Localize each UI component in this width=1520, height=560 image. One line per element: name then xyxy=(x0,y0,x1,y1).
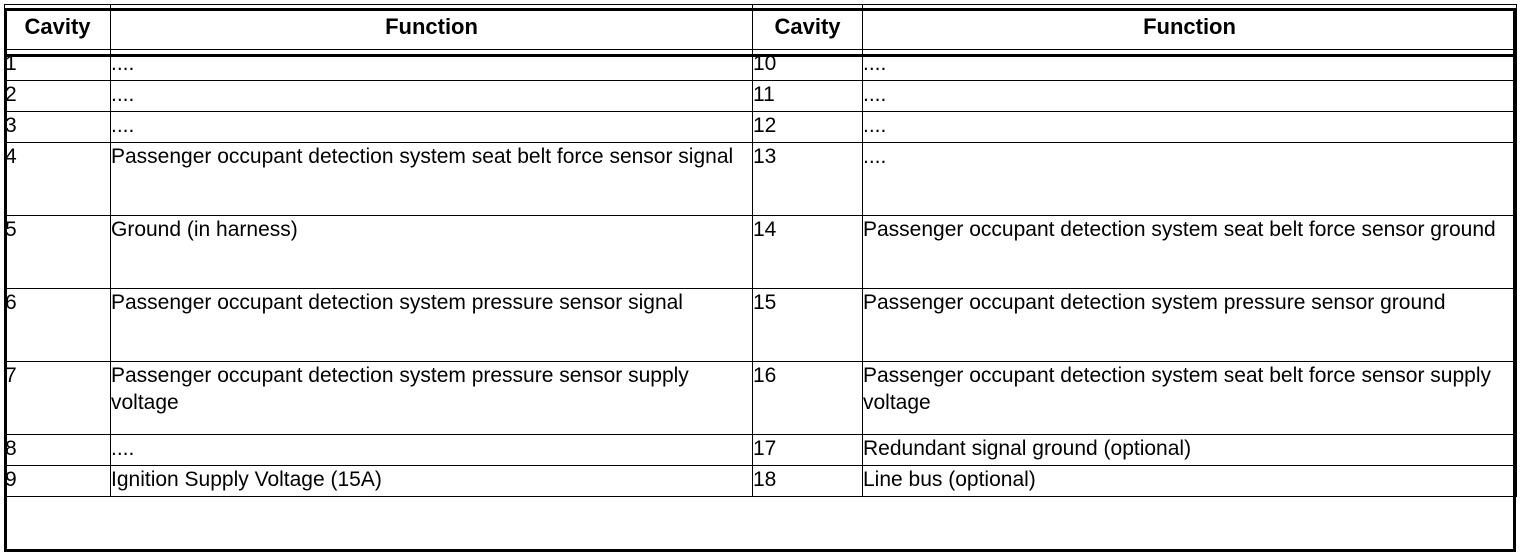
table-row: 1.... 10.... xyxy=(4,49,1517,81)
cell-cavity-left: 7 xyxy=(4,361,111,435)
cell-function-left: Passenger occupant detection system pres… xyxy=(110,361,753,435)
cell-cavity-right-text: 15 xyxy=(753,291,777,314)
table-row: 2.... 11.... xyxy=(4,80,1517,112)
cell-cavity-right: 14 xyxy=(752,215,863,289)
cell-function-right-text: Passenger occupant detection system pres… xyxy=(863,291,1446,314)
table-header-row: Cavity Function Cavity Function xyxy=(4,4,1517,50)
table-row: 4 Passenger occupant detection system sea… xyxy=(4,142,1517,216)
table-row: 8.... 17 Redundant signal ground (optional… xyxy=(4,434,1517,466)
cell-cavity-right: 18 xyxy=(752,465,863,497)
cell-cavity-right-text: 18 xyxy=(753,468,777,491)
cell-function-left: .... xyxy=(110,111,753,143)
cell-cavity-right-text: 17 xyxy=(753,437,777,460)
cell-cavity-left-text: 9 xyxy=(5,468,17,491)
cell-cavity-right-text: 16 xyxy=(753,364,777,387)
cell-function-left: Ignition Supply Voltage (15A) xyxy=(110,465,753,497)
cell-cavity-left: 9 xyxy=(4,465,111,497)
cell-function-right: Passenger occupant detection system seat… xyxy=(862,361,1517,435)
table-row: 3.... 12.... xyxy=(4,111,1517,143)
table-row: 5 Ground (in harness) 14 Passenger occupant… xyxy=(4,215,1517,289)
cell-function-right: Passenger occupant detection system pres… xyxy=(862,288,1517,362)
cell-function-left-text: .... xyxy=(111,52,135,75)
cell-cavity-left-text: 4 xyxy=(5,145,17,168)
cell-function-left: .... xyxy=(110,434,753,466)
column-header-cavity-right: Cavity xyxy=(752,4,863,50)
cell-cavity-left: 3 xyxy=(4,111,111,143)
cell-function-right: Redundant signal ground (optional) xyxy=(862,434,1517,466)
cell-cavity-right-text: 12 xyxy=(753,114,777,137)
cell-function-left-text: Passenger occupant detection system pres… xyxy=(111,364,689,414)
document-sheet: Cavity Function Cavity Function 1.... 10.… xyxy=(0,4,1520,560)
cell-function-right-text: .... xyxy=(863,114,887,137)
cell-function-right: .... xyxy=(862,49,1517,81)
cell-cavity-left: 2 xyxy=(4,80,111,112)
column-header-function-right: Function xyxy=(862,4,1517,50)
cell-function-right-text: Line bus (optional) xyxy=(863,468,1036,491)
cell-function-right-text: .... xyxy=(863,52,887,75)
cell-function-left-text: Ground (in harness) xyxy=(111,218,298,241)
cell-function-left: Passenger occupant detection system pres… xyxy=(110,288,753,362)
cell-function-left-text: Passenger occupant detection system pres… xyxy=(111,291,683,314)
column-header-function-left: Function xyxy=(110,4,753,50)
cell-function-left: .... xyxy=(110,49,753,81)
cell-cavity-left: 5 xyxy=(4,215,111,289)
cell-cavity-right: 11 xyxy=(752,80,863,112)
table-row: 6 Passenger occupant detection system pre… xyxy=(4,288,1517,362)
cell-cavity-left-text: 1 xyxy=(5,52,17,75)
cell-function-left-text: .... xyxy=(111,83,135,106)
cell-cavity-right: 15 xyxy=(752,288,863,362)
cell-cavity-left: 8 xyxy=(4,434,111,466)
cell-cavity-right: 10 xyxy=(752,49,863,81)
cell-function-right: Passenger occupant detection system seat… xyxy=(862,215,1517,289)
cell-cavity-left: 1 xyxy=(4,49,111,81)
column-header-cavity-left: Cavity xyxy=(4,4,111,50)
cell-cavity-right-text: 13 xyxy=(753,145,777,168)
cell-function-right-text: Passenger occupant detection system seat… xyxy=(863,218,1496,241)
cell-cavity-left-text: 2 xyxy=(5,83,17,106)
cell-cavity-right-text: 10 xyxy=(753,52,777,75)
cell-cavity-left: 4 xyxy=(4,142,111,216)
cell-cavity-left-text: 8 xyxy=(5,437,17,460)
cell-function-right-text: .... xyxy=(863,83,887,106)
table-row: 7 Passenger occupant detection system pre… xyxy=(4,361,1517,435)
cell-function-right-text: Passenger occupant detection system seat… xyxy=(863,364,1492,414)
table-body: 1.... 10.... 2.... 11.... 3.... 12.... 4 Passen… xyxy=(4,49,1517,497)
cell-cavity-left-text: 3 xyxy=(5,114,17,137)
cell-function-right: .... xyxy=(862,80,1517,112)
cell-function-left-text: .... xyxy=(111,437,135,460)
cell-cavity-right: 16 xyxy=(752,361,863,435)
cell-function-left: Passenger occupant detection system seat… xyxy=(110,142,753,216)
cell-cavity-right: 17 xyxy=(752,434,863,466)
cell-function-right: .... xyxy=(862,142,1517,216)
cell-cavity-right: 13 xyxy=(752,142,863,216)
cell-function-right: .... xyxy=(862,111,1517,143)
cell-function-left-text: .... xyxy=(111,114,135,137)
cell-cavity-right: 12 xyxy=(752,111,863,143)
table-header: Cavity Function Cavity Function xyxy=(4,4,1517,50)
cell-function-left-text: Passenger occupant detection system seat… xyxy=(111,145,734,168)
cavity-function-table: Cavity Function Cavity Function 1.... 10.… xyxy=(4,4,1517,497)
cell-function-right: Line bus (optional) xyxy=(862,465,1517,497)
cell-function-left-text: Ignition Supply Voltage (15A) xyxy=(111,468,382,491)
cell-function-left: .... xyxy=(110,80,753,112)
cell-cavity-right-text: 11 xyxy=(753,83,775,106)
cell-function-left: Ground (in harness) xyxy=(110,215,753,289)
cell-cavity-left-text: 5 xyxy=(5,218,17,241)
table-row: 9 Ignition Supply Voltage (15A) 18 Line bus… xyxy=(4,465,1517,497)
cell-function-right-text: .... xyxy=(863,145,887,168)
cell-cavity-right-text: 14 xyxy=(753,218,777,241)
cell-cavity-left: 6 xyxy=(4,288,111,362)
cell-function-right-text: Redundant signal ground (optional) xyxy=(863,437,1192,460)
cell-cavity-left-text: 7 xyxy=(5,364,17,387)
cell-cavity-left-text: 6 xyxy=(5,291,17,314)
